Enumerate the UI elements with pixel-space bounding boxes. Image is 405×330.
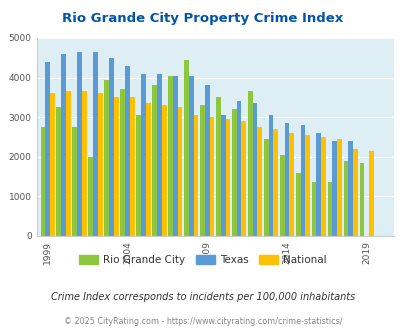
Text: Crime Index corresponds to incidents per 100,000 inhabitants: Crime Index corresponds to incidents per… — [51, 292, 354, 302]
Bar — [56, 107, 61, 236]
Bar — [183, 60, 188, 236]
Bar — [152, 85, 157, 236]
Bar — [40, 127, 45, 236]
Bar — [141, 74, 145, 236]
Bar — [273, 129, 277, 236]
Bar — [337, 139, 341, 236]
Bar — [45, 62, 50, 236]
Bar — [209, 117, 214, 236]
Bar — [284, 123, 289, 236]
Bar — [66, 91, 70, 236]
Bar — [247, 91, 252, 236]
Bar — [82, 91, 87, 236]
Bar — [257, 127, 262, 236]
Bar — [188, 76, 193, 236]
Bar — [145, 103, 150, 236]
Bar — [343, 161, 347, 236]
Bar — [114, 97, 118, 236]
Bar — [161, 105, 166, 236]
Bar — [168, 76, 173, 236]
Bar — [72, 127, 77, 236]
Bar — [220, 115, 225, 236]
Bar — [200, 105, 204, 236]
Text: © 2025 CityRating.com - https://www.cityrating.com/crime-statistics/: © 2025 CityRating.com - https://www.city… — [64, 317, 341, 326]
Bar — [236, 101, 241, 236]
Bar — [268, 115, 273, 236]
Bar — [204, 85, 209, 236]
Bar — [311, 182, 315, 236]
Bar — [347, 141, 352, 236]
Bar — [279, 155, 284, 236]
Bar — [125, 66, 130, 236]
Bar — [215, 97, 220, 236]
Bar — [109, 58, 114, 236]
Bar — [327, 182, 332, 236]
Bar — [157, 74, 161, 236]
Text: Rio Grande City Property Crime Index: Rio Grande City Property Crime Index — [62, 12, 343, 24]
Bar — [136, 115, 141, 236]
Bar — [93, 52, 98, 236]
Legend: Rio Grande City, Texas, National: Rio Grande City, Texas, National — [75, 251, 330, 269]
Bar — [88, 157, 93, 236]
Bar — [332, 141, 337, 236]
Bar — [98, 93, 102, 236]
Bar — [359, 163, 363, 236]
Bar — [320, 137, 325, 236]
Bar — [77, 52, 82, 236]
Bar — [61, 54, 66, 236]
Bar — [241, 121, 246, 236]
Bar — [289, 133, 293, 236]
Bar — [225, 119, 230, 236]
Bar — [263, 139, 268, 236]
Bar — [368, 151, 373, 236]
Bar — [50, 93, 55, 236]
Bar — [130, 97, 134, 236]
Bar — [315, 133, 320, 236]
Bar — [305, 135, 309, 236]
Bar — [104, 80, 109, 236]
Bar — [120, 89, 125, 236]
Bar — [231, 109, 236, 236]
Bar — [177, 107, 182, 236]
Bar — [295, 173, 300, 236]
Bar — [173, 76, 177, 236]
Bar — [252, 103, 257, 236]
Bar — [352, 149, 357, 236]
Bar — [193, 115, 198, 236]
Bar — [300, 125, 305, 236]
